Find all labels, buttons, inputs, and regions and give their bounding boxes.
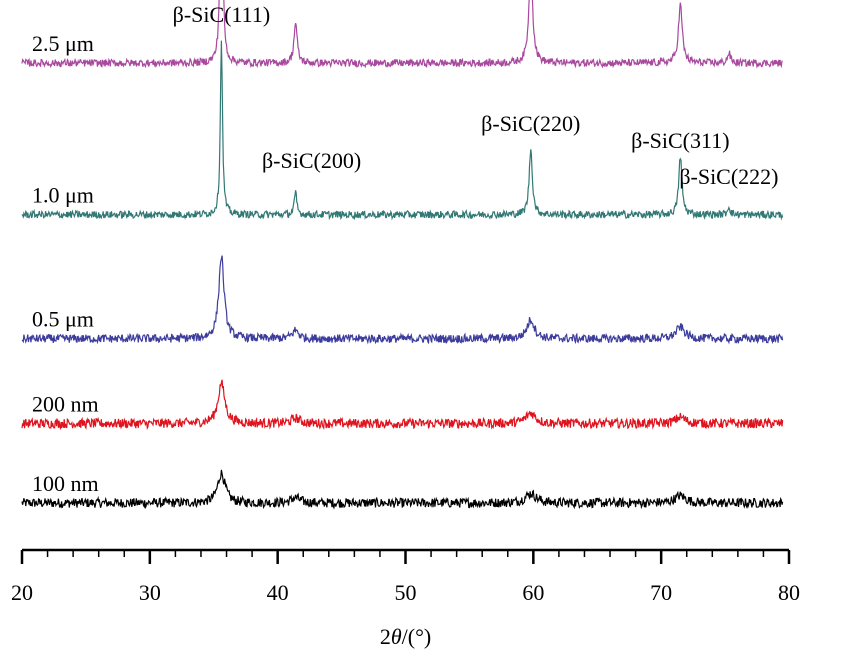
x-tick-label-70: 70	[650, 580, 672, 605]
series-line-200-nm	[21, 379, 784, 431]
series-layer	[21, 0, 784, 510]
series-line-1-0-m	[21, 40, 784, 221]
x-tick-label-40: 40	[267, 580, 289, 605]
series-label-100-nm: 100 nm	[32, 471, 99, 496]
peak-label-3: β-SiC(220)	[481, 111, 580, 136]
series-label-0-5-m: 0.5 μm	[32, 307, 94, 332]
peak-label-1: β-SiC(111)	[173, 2, 271, 27]
peak-label-4: β-SiC(311)	[631, 128, 729, 153]
series-line-2-5-m	[21, 0, 783, 69]
peak-annotation-layer: β-SiC(111) β-SiC(200) β-SiC(220) β-SiC(311)…	[173, 2, 779, 189]
x-tick-label-50: 50	[395, 580, 417, 605]
x-tick-label-80: 80	[778, 580, 800, 605]
x-tick-label-30: 30	[139, 580, 161, 605]
peak-label-2: β-SiC(200)	[262, 148, 361, 173]
x-axis-title-suffix: /(°)	[402, 624, 432, 649]
series-label-layer: 100 nm 200 nm 0.5 μm 1.0 μm 2.5 μm	[32, 31, 99, 496]
series-line-100-nm	[21, 469, 784, 510]
peak-label-5: β-SiC(222)	[679, 164, 778, 189]
x-tick-label-20: 20	[11, 580, 33, 605]
x-tick-label-60: 60	[522, 580, 544, 605]
series-label-2-5-m: 2.5 μm	[32, 31, 94, 56]
series-label-1-0-m: 1.0 μm	[32, 183, 94, 208]
series-label-200-nm: 200 nm	[32, 392, 99, 417]
x-axis-title-prefix: 2	[380, 624, 391, 649]
x-axis-title-theta: θ	[391, 624, 402, 649]
x-axis-title: 2θ/(°)	[380, 624, 431, 649]
series-line-0-5-m	[21, 255, 784, 345]
x-axis: 20 30 40 50 60 70 80	[11, 548, 800, 605]
